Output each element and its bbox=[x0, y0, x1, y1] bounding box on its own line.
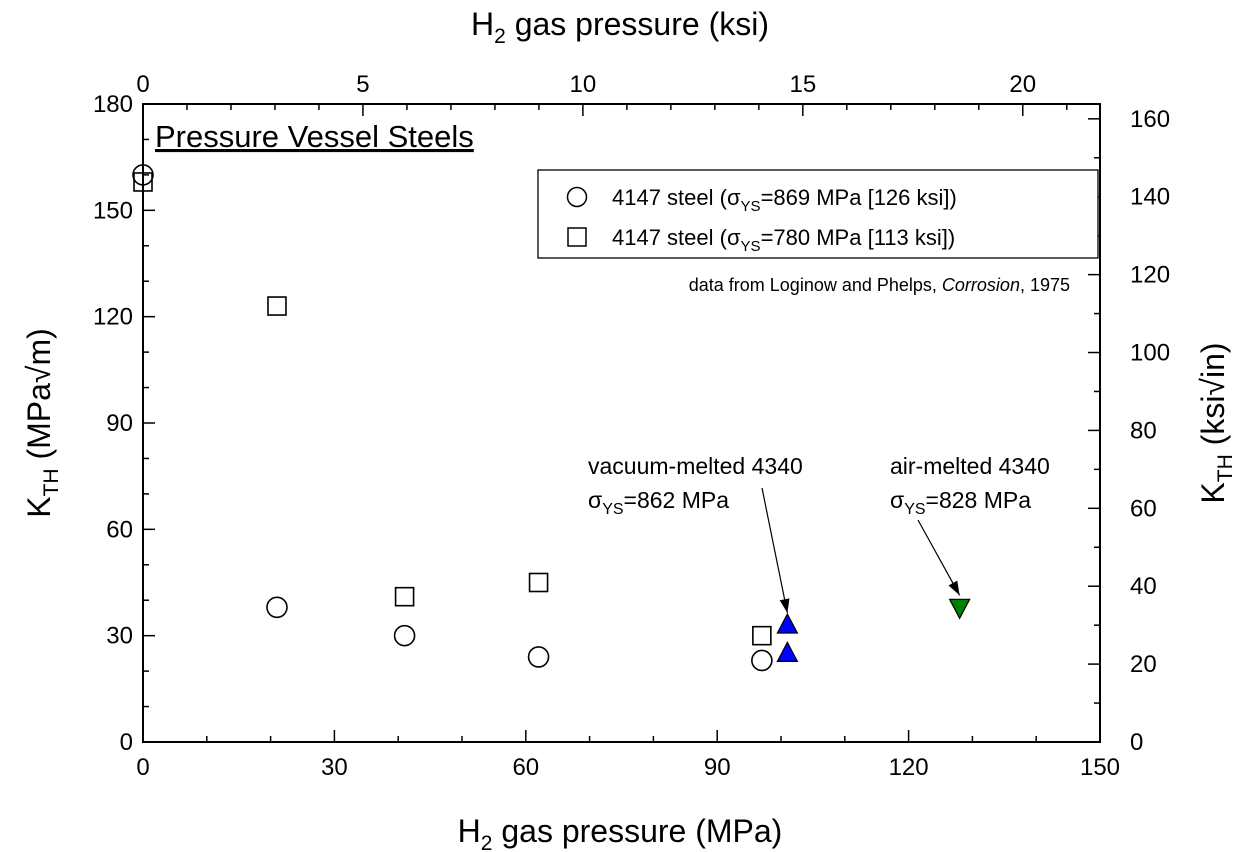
y-right-tick-label: 80 bbox=[1130, 417, 1157, 444]
data-point-triangle-down bbox=[948, 598, 971, 620]
chart-title: Pressure Vessel Steels bbox=[155, 119, 474, 154]
annotation-vacuum-line1: vacuum-melted 4340 bbox=[588, 453, 803, 479]
x-top-tick-label: 20 bbox=[1009, 71, 1036, 98]
legend-marker-square bbox=[567, 227, 587, 247]
ticks bbox=[142, 103, 1101, 743]
data-point-triangle-up bbox=[776, 641, 799, 662]
data-point-square bbox=[528, 572, 549, 593]
y-right-tick-label: 100 bbox=[1130, 340, 1170, 367]
x-axis-bottom-title: H2 gas pressure (MPa) bbox=[458, 813, 783, 852]
y-right-tick-label: 120 bbox=[1130, 262, 1170, 289]
annotation-arrowhead bbox=[779, 598, 790, 614]
x-top-tick-label: 0 bbox=[136, 71, 149, 98]
data-point-square bbox=[133, 172, 153, 192]
data-point-square bbox=[394, 586, 415, 607]
y-left-tick-label: 30 bbox=[106, 623, 133, 650]
x-bottom-tick-label: 60 bbox=[512, 754, 539, 781]
data-point-circle bbox=[132, 164, 154, 186]
data-point-triangle-up bbox=[776, 612, 799, 634]
data-point-circle bbox=[751, 649, 773, 672]
y-left-tick-label: 90 bbox=[106, 410, 133, 437]
data-source-note: data from Loginow and Phelps, Corrosion,… bbox=[689, 275, 1070, 295]
annotation-air-line1: air-melted 4340 bbox=[890, 453, 1050, 479]
x-bottom-tick-label: 150 bbox=[1080, 754, 1120, 781]
y-left-tick-label: 0 bbox=[120, 729, 133, 756]
x-axis-top-title: H2 gas pressure (ksi) bbox=[471, 6, 769, 48]
data-points bbox=[132, 164, 971, 672]
x-top-tick-label: 15 bbox=[789, 71, 816, 98]
legend-marker-circle bbox=[566, 186, 588, 208]
y-right-tick-label: 0 bbox=[1130, 729, 1143, 756]
annotation-arrowhead bbox=[948, 580, 960, 596]
x-top-tick-label: 10 bbox=[570, 71, 597, 98]
y-axis-right-title: KTH (ksi√in) bbox=[1195, 342, 1237, 503]
legend-entry-1: 4147 steel (σYS=869 MPa [126 ksi]) bbox=[612, 185, 957, 215]
data-point-circle bbox=[527, 646, 550, 668]
data-point-square bbox=[267, 296, 287, 316]
annotation-vacuum-line2: σYS=862 MPa bbox=[588, 487, 729, 518]
y-right-tick-label: 20 bbox=[1130, 651, 1157, 678]
y-right-tick-label: 40 bbox=[1130, 573, 1157, 600]
y-left-tick-label: 120 bbox=[93, 304, 133, 331]
y-left-tick-label: 180 bbox=[93, 91, 133, 118]
annotation-arrow-line bbox=[761, 487, 788, 614]
y-right-tick-label: 60 bbox=[1130, 495, 1157, 522]
data-point-circle bbox=[266, 596, 288, 619]
annotation-vacuum-melted: vacuum-melted 4340 σYS=862 MPa bbox=[588, 453, 803, 518]
y-right-tick-label: 160 bbox=[1130, 106, 1170, 133]
annotation-air-melted: air-melted 4340 σYS=828 MPa bbox=[890, 453, 1050, 518]
legend-box bbox=[537, 169, 1099, 259]
x-bottom-tick-label: 120 bbox=[889, 754, 929, 781]
y-left-tick-label: 60 bbox=[106, 516, 133, 543]
x-bottom-tick-label: 0 bbox=[136, 754, 149, 781]
y-left-tick-label: 150 bbox=[93, 197, 133, 224]
annotation-arrows bbox=[761, 487, 961, 614]
annotation-arrow-line bbox=[917, 519, 961, 596]
x-bottom-tick-label: 90 bbox=[704, 754, 731, 781]
annotation-air-line2: σYS=828 MPa bbox=[890, 487, 1031, 518]
x-top-tick-label: 5 bbox=[356, 71, 369, 98]
legend: 4147 steel (σYS=869 MPa [126 ksi]) 4147 … bbox=[537, 169, 1099, 259]
data-point-circle bbox=[393, 624, 416, 647]
x-bottom-tick-label: 30 bbox=[321, 754, 348, 781]
y-right-tick-label: 140 bbox=[1130, 184, 1170, 211]
y-axis-left-title: KTH (MPa√m) bbox=[21, 328, 63, 518]
data-point-square bbox=[752, 625, 772, 646]
legend-entry-2: 4147 steel (σYS=780 MPa [113 ksi]) bbox=[612, 225, 955, 255]
